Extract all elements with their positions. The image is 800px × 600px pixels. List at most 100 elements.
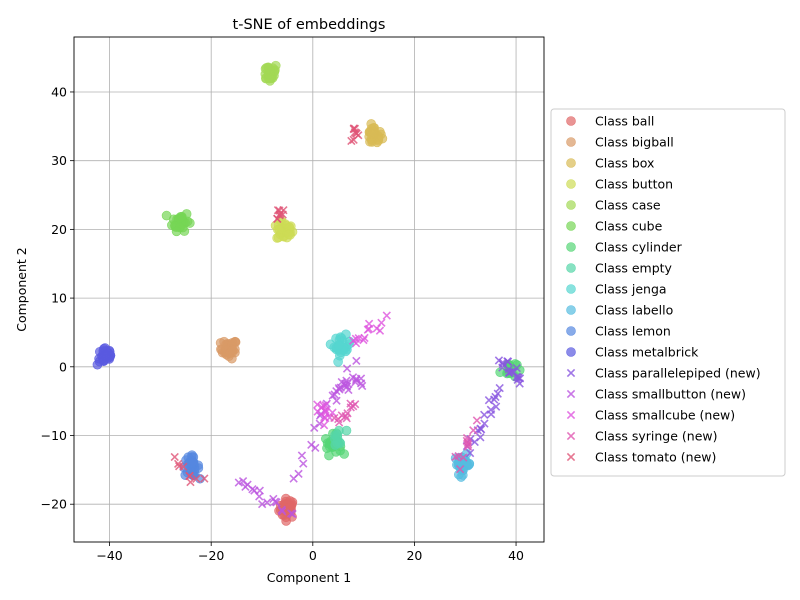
legend-entry-labello: Class labello	[595, 303, 673, 318]
series-bigball	[215, 336, 241, 364]
series-jenga	[325, 329, 355, 367]
smallcube-new-point	[359, 335, 368, 345]
series-case	[260, 60, 281, 86]
legend-entry-ball: Class ball	[595, 114, 654, 129]
series-tomato-new	[170, 124, 363, 487]
smallbutton-new-point	[277, 505, 286, 515]
legend-marker-jenga	[566, 284, 576, 294]
series-box	[364, 119, 388, 148]
parallelepiped-new-point	[493, 389, 502, 398]
x-tick-label: 40	[508, 548, 524, 563]
series-smallbutton-new	[234, 356, 367, 519]
legend-marker-cube	[566, 221, 576, 231]
series-metalbrick	[92, 343, 116, 370]
legend-box	[550, 108, 786, 477]
jenga-point	[331, 333, 341, 344]
smallbutton-new-point	[288, 509, 297, 519]
legend-marker-tomato-new	[566, 452, 576, 462]
legend-entry-cube: Class cube	[595, 219, 663, 234]
legend-entry-box: Class box	[595, 156, 654, 171]
case-point	[264, 65, 275, 75]
jenga-point	[341, 329, 351, 340]
tomato-new-point	[170, 452, 179, 462]
legend-entry-bigball: Class bigball	[595, 135, 674, 150]
legend-marker-ball	[566, 116, 576, 126]
parallelepiped-new-point	[465, 448, 475, 458]
series-button	[270, 215, 298, 243]
bigball-point	[228, 345, 238, 355]
button-point	[284, 229, 294, 240]
tomato-new-point	[186, 477, 195, 487]
points-layer	[92, 60, 525, 526]
legend-marker-parallelepiped-new	[566, 368, 576, 378]
smallbutton-new-point	[344, 385, 353, 395]
x-tick-label: −20	[198, 548, 224, 563]
smallcube-new-point	[375, 326, 385, 335]
series-cube	[161, 209, 195, 237]
smallbutton-new-point	[334, 384, 344, 393]
smallcube-new-point	[321, 413, 330, 423]
chart-title: t-SNE of embeddings	[233, 17, 386, 33]
legend-entry-tomato-new: Class tomato (new)	[595, 450, 716, 465]
syringe-new-point	[455, 465, 465, 474]
tomato-new-point	[347, 136, 356, 146]
smallbutton-new-point	[297, 451, 307, 460]
y-tick-label: 10	[51, 291, 67, 306]
series-empty	[329, 425, 352, 450]
smallbutton-new-point	[255, 486, 264, 495]
lemon-point	[188, 457, 199, 467]
legend-marker-case	[566, 200, 576, 210]
smallbutton-new-point	[294, 469, 303, 479]
smallbutton-new-point	[299, 459, 308, 468]
series-syringe-new	[330, 399, 482, 474]
legend-marker-labello	[566, 305, 576, 315]
legend: Class ball Class bigball Class box Class bu…	[550, 108, 786, 477]
legend-entry-smallbutton-new: Class smallbutton (new)	[595, 387, 746, 402]
x-tick-label: 0	[309, 548, 317, 563]
y-tick-label: 30	[51, 153, 67, 168]
smallbutton-new-point	[356, 374, 366, 383]
box-point	[367, 128, 377, 139]
parallelepiped-new-point	[476, 433, 485, 442]
legend-marker-smallbutton-new	[566, 389, 576, 399]
legend-marker-smallcube-new	[566, 410, 576, 420]
smallbutton-new-point	[357, 381, 367, 391]
legend-entry-syringe-new: Class syringe (new)	[595, 429, 718, 444]
y-axis-label: Component 2	[14, 247, 29, 332]
y-axis-ticks: −20 −10 0 10 20 30 40	[41, 84, 74, 512]
legend-marker-lemon	[566, 326, 576, 336]
case-point	[264, 73, 274, 84]
syringe-new-point	[343, 409, 352, 418]
cube-point	[161, 210, 172, 221]
series-ball	[274, 493, 298, 526]
syringe-new-point	[348, 402, 358, 411]
syringe-new-point	[451, 452, 460, 461]
parallelepiped-new-point	[503, 357, 512, 366]
tomato-new-point	[273, 206, 283, 215]
legend-marker-metalbrick	[566, 347, 576, 357]
tomato-new-point	[179, 462, 188, 471]
y-tick-label: −10	[41, 428, 67, 443]
x-axis-label: Component 1	[267, 570, 352, 585]
y-tick-label: 0	[59, 359, 67, 374]
smallbutton-new-point	[332, 396, 341, 405]
metalbrick-point	[100, 350, 111, 361]
smallbutton-new-point	[352, 356, 361, 366]
box-point	[373, 134, 383, 145]
series-smallcube-new	[313, 311, 391, 430]
legend-entry-metalbrick: Class metalbrick	[595, 345, 699, 360]
syringe-new-point	[334, 418, 344, 427]
smallbutton-new-point	[262, 498, 272, 507]
x-tick-label: 20	[406, 548, 422, 563]
empty-point	[330, 440, 341, 450]
smallbutton-new-point	[270, 497, 280, 506]
syringe-new-point	[472, 416, 482, 425]
cube-point	[185, 218, 195, 228]
tomato-new-point	[192, 474, 201, 484]
legend-marker-syringe-new	[566, 431, 576, 441]
cube-point	[171, 226, 182, 237]
cube-point	[176, 211, 187, 222]
legend-entry-button: Class button	[595, 177, 673, 192]
syringe-new-point	[462, 433, 472, 443]
smallbutton-new-point	[311, 443, 320, 453]
